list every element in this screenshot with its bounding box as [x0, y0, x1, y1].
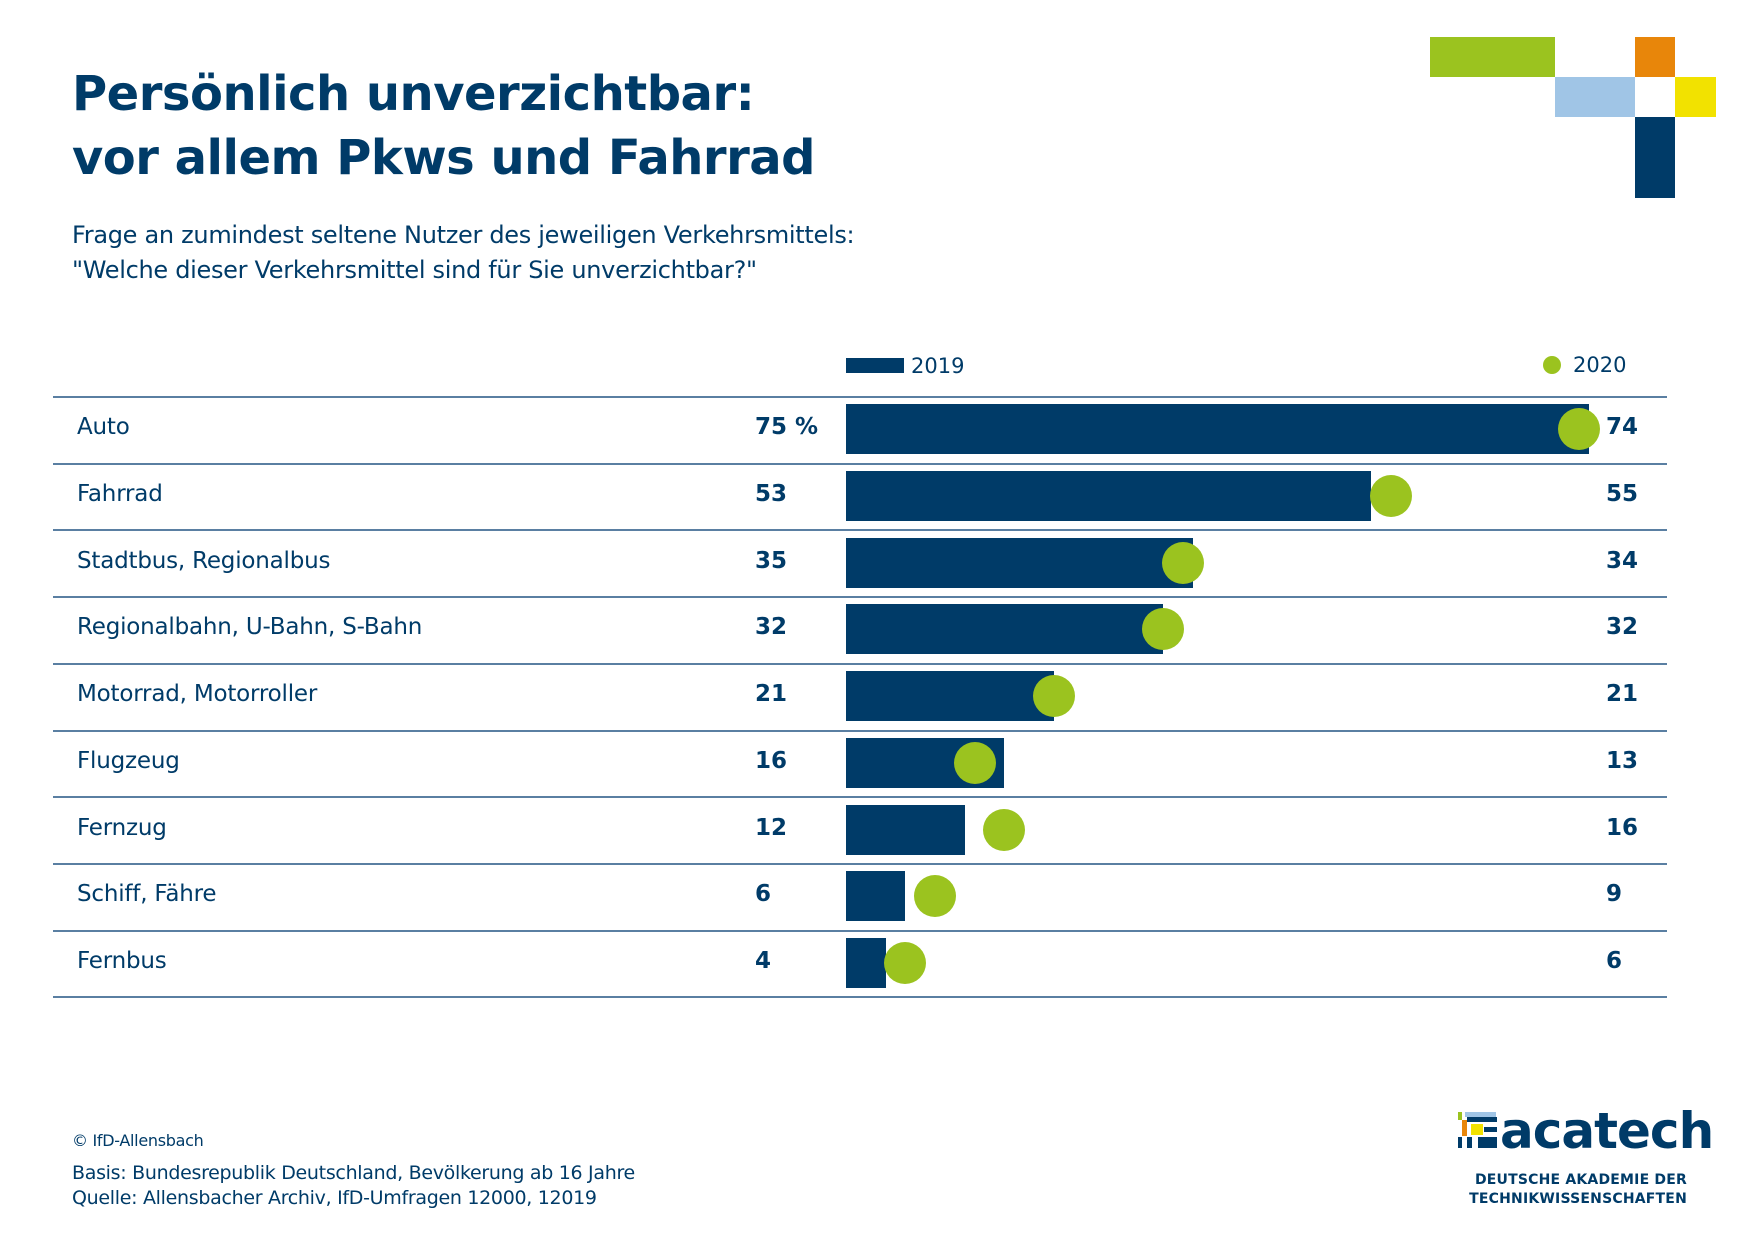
- legend-dot-2020: [1543, 356, 1561, 374]
- logo-icon-navy-top: [1467, 1117, 1497, 1122]
- copyright-text: © IfD-Allensbach: [72, 1131, 204, 1150]
- value-label-2020: 21: [1606, 681, 1639, 707]
- value-label-2020: 32: [1606, 614, 1639, 640]
- dot-2020: [954, 742, 996, 784]
- value-label-2019: 6: [755, 881, 772, 907]
- bar-2019: [846, 538, 1193, 588]
- logo-icon-orange: [1462, 1120, 1467, 1136]
- logo-icon-lightblue: [1465, 1112, 1496, 1117]
- dot-2020: [1558, 408, 1600, 450]
- logo-icon-navy-bar1: [1458, 1137, 1462, 1148]
- bar-2019: [846, 805, 965, 855]
- row-divider: [53, 596, 1667, 598]
- dot-2020: [1033, 675, 1075, 717]
- chart-subtitle: Frage an zumindest seltene Nutzer des je…: [72, 218, 855, 288]
- row-divider: [53, 730, 1667, 732]
- value-label-2020: 9: [1606, 881, 1623, 907]
- row-divider: [53, 996, 1667, 998]
- acatech-subline-1: DEUTSCHE AKADEMIE DER: [1474, 1172, 1687, 1188]
- category-label: Schiff, Fähre: [77, 881, 217, 907]
- category-label: Stadtbus, Regionalbus: [77, 548, 331, 574]
- dot-2020: [1142, 608, 1184, 650]
- subtitle-line-1: Frage an zumindest seltene Nutzer des je…: [72, 221, 855, 249]
- dot-2020: [884, 942, 926, 984]
- category-label: Auto: [77, 414, 130, 440]
- row-divider: [53, 796, 1667, 798]
- value-label-2019: 35: [755, 548, 788, 574]
- legend-label-2019: 2019: [911, 354, 965, 378]
- dot-2020: [914, 875, 956, 917]
- row-divider: [53, 396, 1667, 398]
- mosaic-lightblue-block: [1555, 77, 1635, 117]
- dot-2020: [1370, 475, 1412, 517]
- basis-text: Basis: Bundesrepublik Deutschland, Bevöl…: [72, 1162, 635, 1184]
- value-label-2019: 75 %: [755, 414, 819, 440]
- legend-swatch-2019: [846, 358, 904, 373]
- mosaic-orange-block: [1635, 37, 1675, 77]
- bar-2019: [846, 471, 1371, 521]
- subtitle-line-2: "Welche dieser Verkehrsmittel sind für S…: [72, 256, 757, 284]
- category-label: Regionalbahn, U-Bahn, S-Bahn: [77, 614, 423, 640]
- source-text: Quelle: Allensbacher Archiv, IfD-Umfrage…: [72, 1187, 597, 1209]
- dot-2020: [1162, 542, 1204, 584]
- dot-2020: [983, 809, 1025, 851]
- acatech-wordmark: acatech: [1500, 1102, 1714, 1160]
- logo-icon-navy-mid: [1484, 1127, 1497, 1132]
- value-label-2020: 16: [1606, 815, 1639, 841]
- bar-2019: [846, 404, 1589, 454]
- row-divider: [53, 863, 1667, 865]
- logo-icon-green: [1458, 1112, 1462, 1120]
- row-divider: [53, 529, 1667, 531]
- acatech-subline-2: TECHNIKWISSENSCHAFTEN: [1469, 1191, 1687, 1207]
- value-label-2020: 34: [1606, 548, 1639, 574]
- bar-2019: [846, 671, 1054, 721]
- value-label-2019: 21: [755, 681, 788, 707]
- bar-2019: [846, 871, 905, 921]
- value-label-2020: 13: [1606, 748, 1639, 774]
- value-label-2019: 32: [755, 614, 788, 640]
- bar-2019: [846, 938, 886, 988]
- category-label: Fernbus: [77, 948, 167, 974]
- legend-label-2020: 2020: [1573, 353, 1627, 377]
- mosaic-green-block: [1430, 37, 1555, 77]
- value-label-2019: 12: [755, 815, 788, 841]
- value-label-2020: 55: [1606, 481, 1639, 507]
- value-label-2020: 74: [1606, 414, 1639, 440]
- row-divider: [53, 663, 1667, 665]
- title-line-1: Persönlich unverzichtbar:: [72, 66, 755, 122]
- value-label-2020: 6: [1606, 948, 1623, 974]
- value-label-2019: 53: [755, 481, 788, 507]
- mosaic-navy-block: [1635, 117, 1675, 198]
- logo-icon-yellow: [1471, 1124, 1483, 1135]
- category-label: Fahrrad: [77, 481, 163, 507]
- category-label: Fernzug: [77, 815, 167, 841]
- row-divider: [53, 463, 1667, 465]
- logo-icon-navy-bar2: [1467, 1137, 1472, 1148]
- logo-icon-navy-bar3: [1478, 1137, 1497, 1148]
- title-line-2: vor allem Pkws und Fahrrad: [72, 130, 816, 186]
- mosaic-yellow-block: [1675, 77, 1716, 117]
- row-divider: [53, 930, 1667, 932]
- category-label: Flugzeug: [77, 748, 180, 774]
- value-label-2019: 16: [755, 748, 788, 774]
- chart-title: Persönlich unverzichtbar: vor allem Pkws…: [72, 62, 816, 190]
- category-label: Motorrad, Motorroller: [77, 681, 318, 707]
- value-label-2019: 4: [755, 948, 772, 974]
- bar-2019: [846, 604, 1163, 654]
